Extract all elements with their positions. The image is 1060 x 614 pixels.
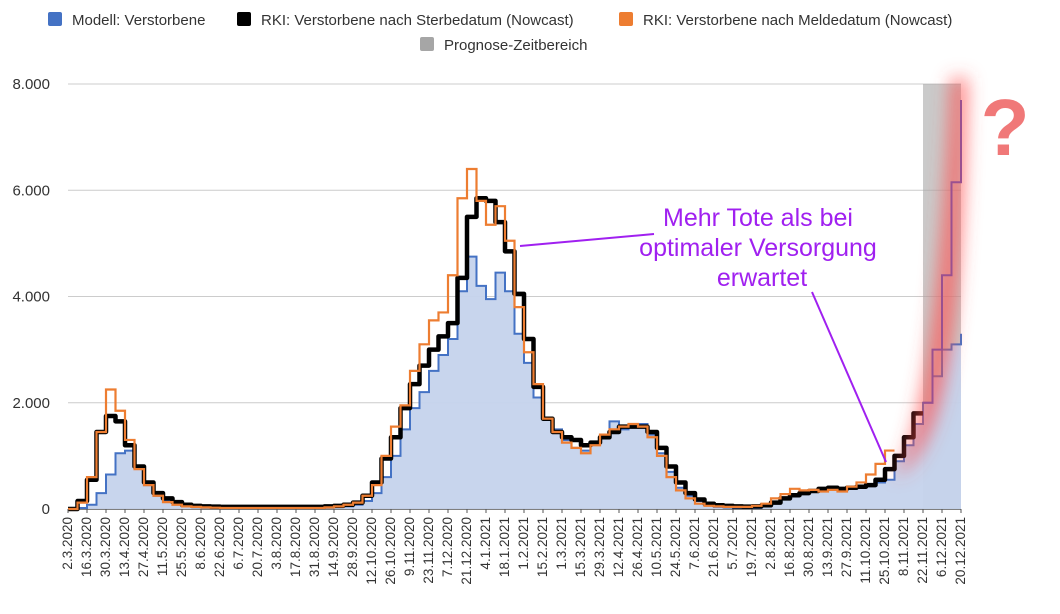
forecast-step-line [923,99,962,404]
x-tick-label: 12.4.2021 [611,517,626,577]
x-tick-label: 26.10.2020 [383,517,398,585]
annotation-arrow-left [519,233,655,247]
x-tick-label: 8.6.2020 [193,517,208,570]
x-tick-label: 11.10.2021 [858,517,873,584]
x-tick-label: 26.4.2021 [630,517,645,577]
x-tick-label: 4.1.2021 [478,517,493,570]
x-tick-label: 12.10.2020 [364,517,379,585]
x-tick-label: 14.9.2020 [326,517,341,577]
y-tick-label: 6.000 [12,182,50,199]
x-tick-label: 17.8.2020 [288,517,303,577]
x-tick-label: 2.8.2021 [763,517,778,570]
x-tick-label: 7.12.2020 [440,517,455,577]
y-axis-ticks: 0 2.000 4.000 6.000 8.000 [12,76,50,518]
x-tick-label: 9.11.2020 [402,517,417,576]
legend-swatch-modell [48,12,62,26]
x-tick-label: 2.3.2020 [60,517,75,570]
x-tick-label: 27.4.2020 [136,517,151,577]
y-tick-label: 2.000 [12,395,50,412]
x-tick-label: 7.6.2021 [687,517,702,570]
legend-label-meldedatum: RKI: Verstorbene nach Meldedatum (Nowcas… [643,12,952,29]
x-tick-label: 21.12.2020 [459,517,474,585]
legend-item-prognose[interactable]: Prognose-Zeitbereich [420,37,587,54]
legend-swatch-meldedatum [619,12,633,26]
x-tick-label: 13.9.2021 [820,517,835,577]
annotation-arrow-right [811,291,887,463]
series-group [68,167,962,512]
x-tick-label: 11.5.2020 [155,517,170,576]
legend-item-meldedatum[interactable]: RKI: Verstorbene nach Meldedatum (Nowcas… [619,12,952,29]
legend-label-sterbedatum: RKI: Verstorbene nach Sterbedatum (Nowca… [261,12,574,29]
x-tick-label: 10.5.2021 [649,517,664,577]
x-tick-label: 22.11.2021 [915,517,930,584]
x-tick-label: 25.5.2020 [174,517,189,577]
x-tick-label: 30.3.2020 [98,517,113,577]
x-tick-label: 19.7.2021 [744,517,759,577]
annotation-line-3: erwartet [717,264,807,292]
x-axis-ticks: 2.3.2020 16.3.2020 30.3.2020 13.4.2020 27.4.… [60,509,968,585]
x-tick-label: 16.3.2020 [79,517,94,577]
legend-item-sterbedatum[interactable]: RKI: Verstorbene nach Sterbedatum (Nowca… [237,12,574,29]
x-tick-label: 1.2.2021 [516,517,531,570]
legend-item-modell[interactable]: Modell: Verstorbene [48,12,205,29]
x-tick-label: 30.8.2021 [801,517,816,577]
legend: Modell: Verstorbene RKI: Verstorbene nac… [48,12,952,54]
x-tick-label: 1.3.2021 [554,517,569,570]
x-tick-label: 25.10.2021 [877,517,892,585]
x-tick-label: 24.5.2021 [668,517,683,577]
x-tick-label: 6.12.2021 [934,517,949,577]
x-tick-label: 13.4.2020 [117,517,132,577]
forecast-red-glow [894,78,967,478]
y-tick-label: 4.000 [12,289,50,306]
series-modell-area [68,256,961,509]
x-tick-label: 22.6.2020 [212,517,227,577]
x-tick-label: 6.7.2020 [231,517,246,570]
x-tick-label: 8.11.2021 [896,517,911,576]
annotation: Mehr Tote als bei optimaler Versorgung e… [519,204,887,463]
x-tick-label: 5.7.2021 [725,517,740,570]
legend-label-modell: Modell: Verstorbene [72,12,205,29]
x-tick-label: 28.9.2020 [345,517,360,577]
legend-swatch-sterbedatum [237,12,251,26]
x-tick-label: 15.3.2021 [573,517,588,577]
x-tick-label: 15.2.2021 [535,517,550,577]
x-tick-label: 27.9.2021 [839,517,854,577]
legend-swatch-prognose [420,37,434,51]
x-tick-label: 16.8.2021 [782,517,797,577]
series-meldedatum-line [68,167,895,511]
x-tick-label: 20.12.2021 [953,517,968,585]
x-tick-label: 18.1.2021 [497,517,512,577]
x-tick-label: 23.11.2020 [421,517,436,584]
legend-label-prognose: Prognose-Zeitbereich [444,37,587,54]
x-tick-label: 20.7.2020 [250,517,265,577]
annotation-line-2: optimaler Versorgung [639,234,877,262]
annotation-line-1: Mehr Tote als bei [663,204,853,232]
x-tick-label: 29.3.2021 [592,517,607,577]
forecast-overlay [894,78,967,478]
y-tick-label: 0 [42,501,50,518]
y-tick-label: 8.000 [12,76,50,93]
question-mark: ? [981,83,1030,172]
x-tick-label: 31.8.2020 [307,517,322,577]
x-tick-label: 21.6.2021 [706,517,721,577]
x-tick-label: 3.8.2020 [269,517,284,570]
